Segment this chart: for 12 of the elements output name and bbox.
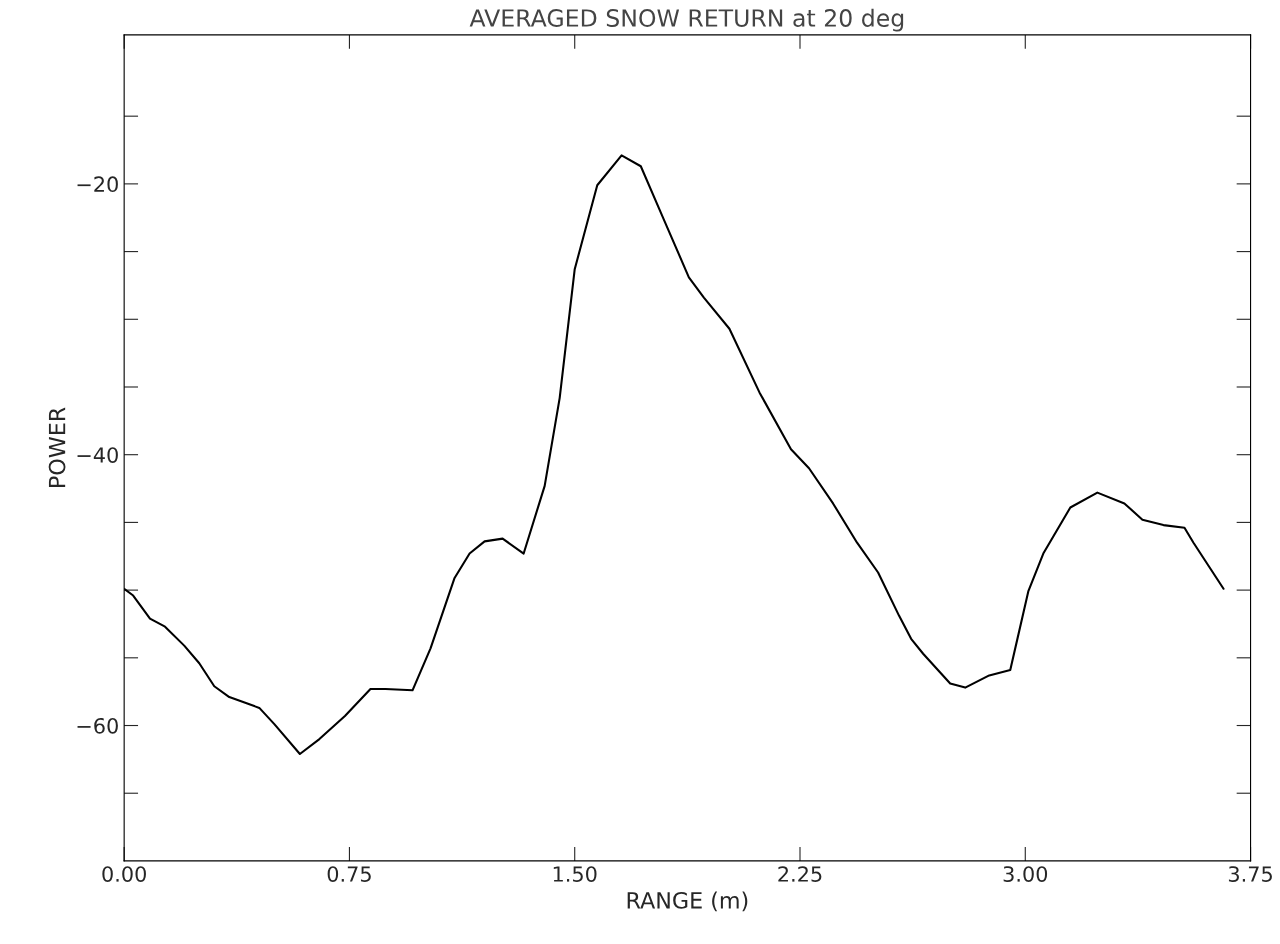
y-tick-label: −60 [77,717,118,734]
x-tick-label: 1.50 [553,866,597,882]
y-tick-label: −20 [77,176,118,193]
y-tick-label: −40 [77,447,118,463]
x-axis-title: RANGE (m) [627,891,748,912]
chart-title: AVERAGED SNOW RETURN at 20 deg [469,8,904,32]
y-axis-title: POWER [48,407,66,487]
x-tick-label: 3.00 [1003,866,1048,882]
x-tick-label: 0.75 [327,866,371,882]
x-tick-label: 2.25 [778,866,822,882]
x-tick-label: 0.00 [102,866,146,882]
x-tick-label: 3.75 [1228,866,1272,882]
